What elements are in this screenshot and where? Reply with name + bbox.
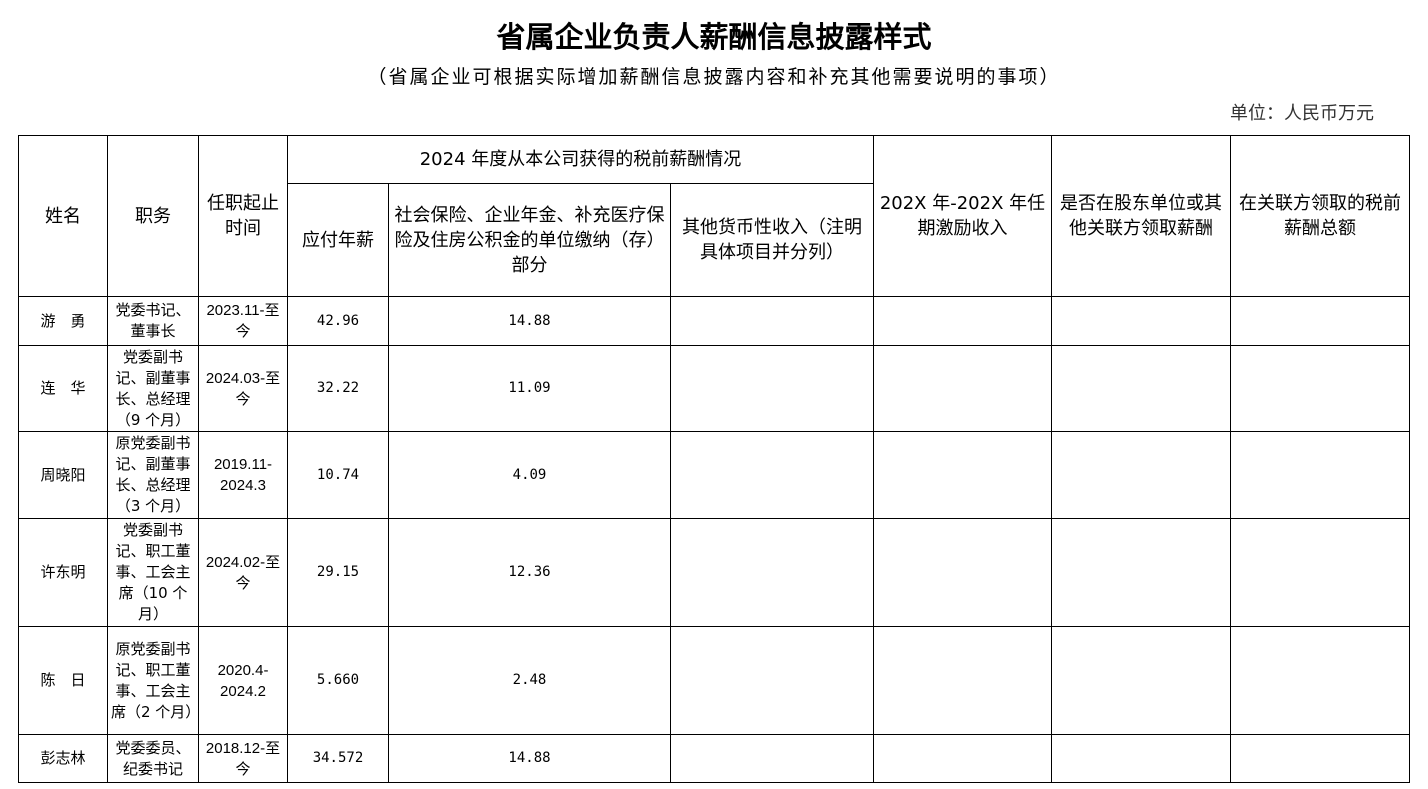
cell-shareholder bbox=[1051, 296, 1231, 346]
cell-other bbox=[670, 518, 874, 627]
table-row: 游 勇党委书记、董事长 2023.11-至今 42.96 14.88 bbox=[18, 296, 1410, 346]
unit-label: 单位：人民币万元 bbox=[1230, 103, 1374, 124]
table-row: 彭志林 党委委员、纪委书记 2018.12-至今 34.572 14.88 bbox=[18, 734, 1410, 783]
cell-related-total bbox=[1230, 431, 1410, 519]
cell-insurance: 11.09 bbox=[388, 345, 671, 432]
header-incentive: 202X 年-202X 年任期激励收入 bbox=[873, 135, 1052, 297]
cell-other bbox=[670, 431, 874, 519]
cell-term: 2024.03-至今 bbox=[198, 345, 288, 432]
cell-term: 2020.4-2024.2 bbox=[198, 626, 288, 735]
cell-related-total bbox=[1230, 518, 1410, 627]
cell-related-total bbox=[1230, 345, 1410, 432]
cell-name: 游 勇 bbox=[18, 296, 108, 346]
cell-insurance: 4.09 bbox=[388, 431, 671, 519]
cell-insurance: 2.48 bbox=[388, 626, 671, 735]
cell-salary: 42.96 bbox=[287, 296, 389, 346]
cell-name: 许东明 bbox=[18, 518, 108, 627]
cell-other bbox=[670, 626, 874, 735]
cell-insurance: 14.88 bbox=[388, 734, 671, 783]
header-insurance: 社会保险、企业年金、补充医疗保险及住房公积金的单位缴纳（存）部分 bbox=[388, 183, 671, 297]
cell-insurance: 14.88 bbox=[388, 296, 671, 346]
salary-table: 姓名 职务 任职起止时间 2024 年度从本公司获得的税前薪酬情况 202X 年… bbox=[18, 135, 1410, 783]
cell-term: 2024.02-至今 bbox=[198, 518, 288, 627]
cell-salary: 32.22 bbox=[287, 345, 389, 432]
cell-salary: 5.660 bbox=[287, 626, 389, 735]
cell-term: 2023.11-至今 bbox=[198, 296, 288, 346]
cell-name: 陈 日 bbox=[18, 626, 108, 735]
page-title: 省属企业负责人薪酬信息披露样式 bbox=[496, 20, 932, 54]
cell-salary: 10.74 bbox=[287, 431, 389, 519]
cell-incentive bbox=[873, 626, 1052, 735]
cell-shareholder bbox=[1051, 626, 1231, 735]
header-group: 2024 年度从本公司获得的税前薪酬情况 bbox=[287, 135, 874, 184]
cell-shareholder bbox=[1051, 518, 1231, 627]
header-position: 职务 bbox=[107, 135, 199, 297]
header-related-total: 在关联方领取的税前薪酬总额 bbox=[1230, 135, 1410, 297]
cell-salary: 34.572 bbox=[287, 734, 389, 783]
cell-incentive bbox=[873, 431, 1052, 519]
cell-other bbox=[670, 345, 874, 432]
header-term: 任职起止时间 bbox=[198, 135, 288, 297]
table-row: 周晓阳 原党委副书记、副董事长、总经理（3 个月） 2019.11-2024.3 10… bbox=[18, 431, 1410, 519]
cell-position: 党委书记、董事长 bbox=[107, 296, 199, 346]
cell-name: 彭志林 bbox=[18, 734, 108, 783]
cell-incentive bbox=[873, 345, 1052, 432]
page-subtitle: （省属企业可根据实际增加薪酬信息披露内容和补充其他需要说明的事项） bbox=[367, 66, 1061, 88]
cell-incentive bbox=[873, 518, 1052, 627]
cell-shareholder bbox=[1051, 431, 1231, 519]
table-row: 许东明 党委副书记、职工董事、工会主席（10 个月） 2024.02-至今 29.15… bbox=[18, 518, 1410, 627]
cell-shareholder bbox=[1051, 734, 1231, 783]
header-salary: 应付年薪 bbox=[287, 183, 389, 297]
cell-incentive bbox=[873, 734, 1052, 783]
cell-other bbox=[670, 296, 874, 346]
cell-salary: 29.15 bbox=[287, 518, 389, 627]
cell-position: 党委委员、纪委书记 bbox=[107, 734, 199, 783]
cell-position: 党委副书记、副董事长、总经理（9 个月） bbox=[107, 345, 199, 432]
table-row: 陈 日原党委副书记、职工董事、工会主席（2 个月） 2020.4-2024.2 5.… bbox=[18, 626, 1410, 735]
cell-shareholder bbox=[1051, 345, 1231, 432]
cell-name: 周晓阳 bbox=[18, 431, 108, 519]
cell-insurance: 12.36 bbox=[388, 518, 671, 627]
cell-position: 原党委副书记、职工董事、工会主席（2 个月） bbox=[107, 626, 200, 735]
cell-position: 原党委副书记、副董事长、总经理（3 个月） bbox=[107, 431, 199, 519]
cell-related-total bbox=[1230, 626, 1410, 735]
header-name: 姓名 bbox=[18, 135, 108, 297]
cell-term: 2019.11-2024.3 bbox=[198, 431, 288, 519]
cell-related-total bbox=[1230, 296, 1410, 346]
header-other: 其他货币性收入（注明具体项目并分列） bbox=[670, 183, 874, 297]
cell-other bbox=[670, 734, 874, 783]
cell-name: 连 华 bbox=[18, 345, 108, 432]
cell-term: 2018.12-至今 bbox=[198, 734, 288, 783]
header-shareholder: 是否在股东单位或其他关联方领取薪酬 bbox=[1051, 135, 1231, 297]
cell-position: 党委副书记、职工董事、工会主席（10 个月） bbox=[107, 518, 199, 627]
table-row: 连 华党委副书记、副董事长、总经理（9 个月） 2024.03-至今 32.22 11… bbox=[18, 345, 1410, 432]
cell-related-total bbox=[1230, 734, 1410, 783]
cell-incentive bbox=[873, 296, 1052, 346]
